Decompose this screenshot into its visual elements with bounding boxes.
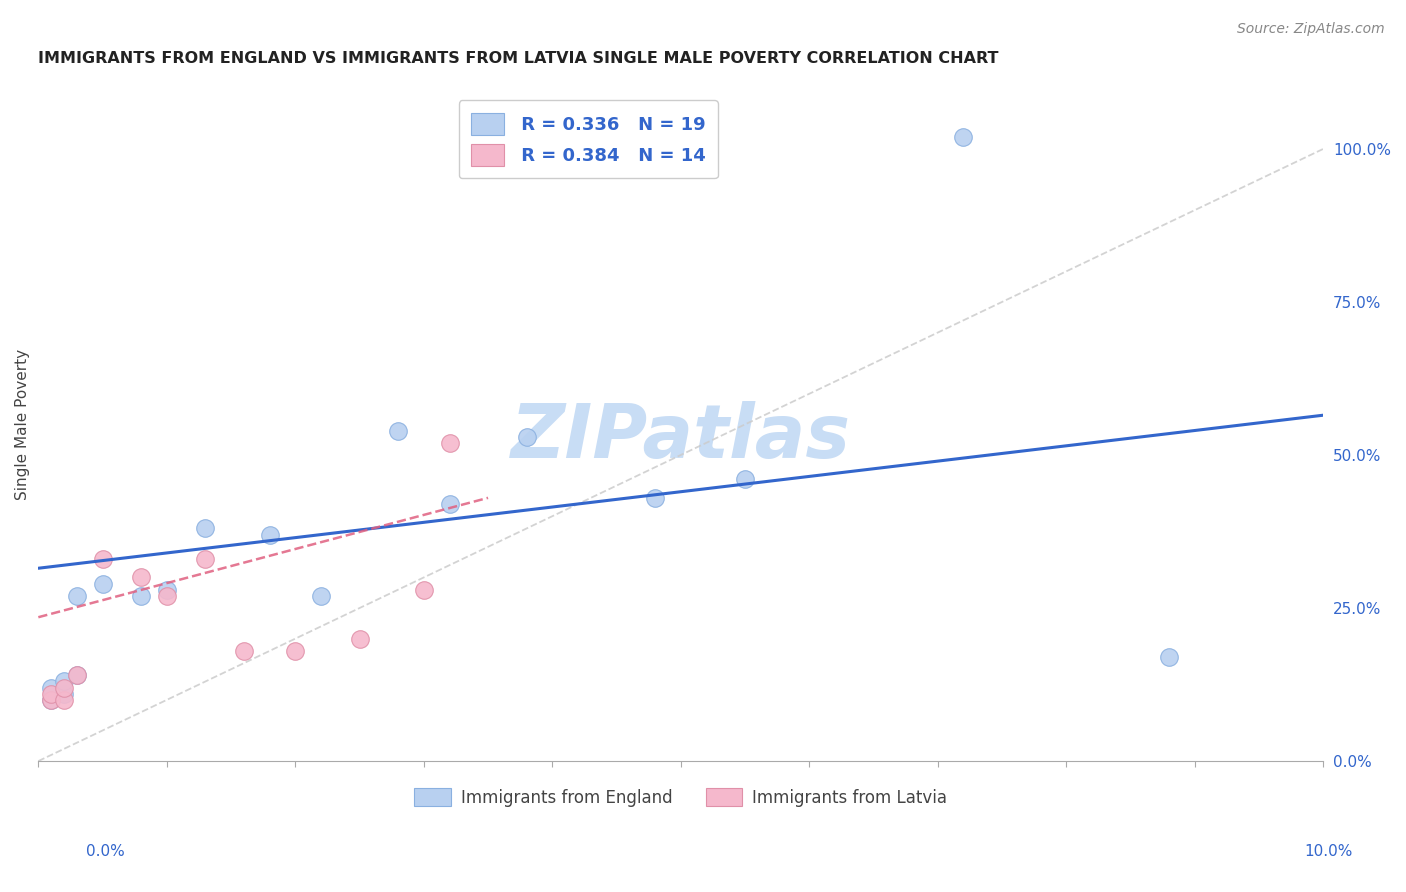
Point (194, 521, 217, 535)
Text: 10.0%: 10.0% (1305, 845, 1353, 859)
Point (194, 552, 217, 566)
Point (412, 582, 434, 597)
Point (439, 497, 461, 511)
Point (39, 687, 62, 701)
Point (309, 589, 332, 603)
Point (66, 668, 89, 682)
Point (39, 693, 62, 707)
Point (259, 527, 281, 541)
Point (53, 693, 76, 707)
Point (156, 589, 179, 603)
Point (349, 632, 371, 646)
Point (1157, 650, 1180, 665)
Text: 0.0%: 0.0% (86, 845, 125, 859)
Point (66, 668, 89, 682)
Point (952, 129, 974, 144)
Y-axis label: Single Male Poverty: Single Male Poverty (15, 349, 30, 500)
Text: ZIPatlas: ZIPatlas (510, 401, 851, 475)
Point (284, 644, 307, 658)
Point (156, 582, 179, 597)
Point (39, 693, 62, 707)
Point (129, 570, 152, 584)
Point (53, 687, 76, 701)
Legend: Immigrants from England, Immigrants from Latvia: Immigrants from England, Immigrants from… (408, 781, 955, 814)
Point (91, 552, 114, 566)
Point (232, 644, 254, 658)
Text: IMMIGRANTS FROM ENGLAND VS IMMIGRANTS FROM LATVIA SINGLE MALE POVERTY CORRELATIO: IMMIGRANTS FROM ENGLAND VS IMMIGRANTS FR… (38, 51, 998, 66)
Point (53, 681, 76, 695)
Text: Source: ZipAtlas.com: Source: ZipAtlas.com (1237, 22, 1385, 37)
Point (734, 473, 756, 487)
Point (66, 589, 89, 603)
Point (387, 424, 409, 438)
Point (91, 576, 114, 591)
Point (129, 589, 152, 603)
Point (53, 674, 76, 689)
Point (516, 429, 538, 443)
Point (644, 491, 666, 505)
Point (39, 681, 62, 695)
Point (439, 435, 461, 450)
